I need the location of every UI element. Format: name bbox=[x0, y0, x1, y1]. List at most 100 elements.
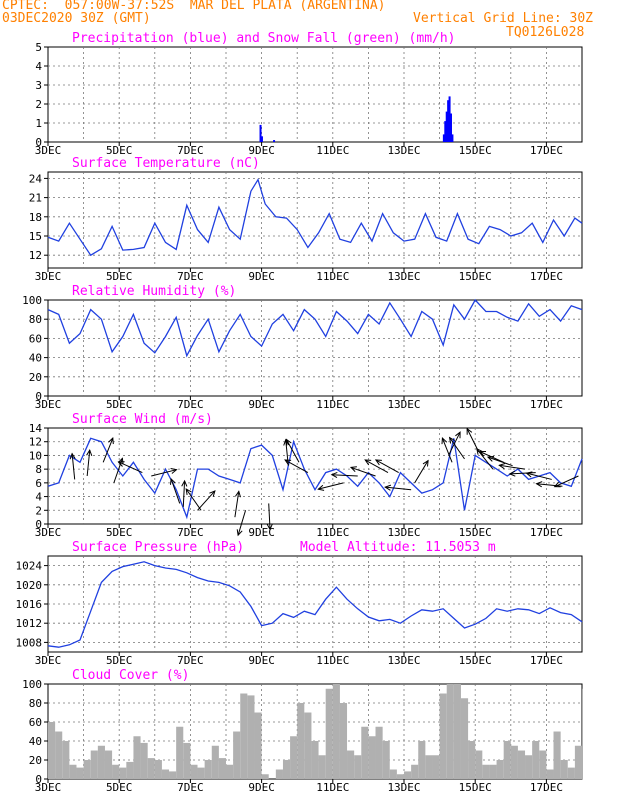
wind-arrow-shaft bbox=[466, 428, 480, 453]
wind-arrow-head bbox=[117, 461, 125, 467]
wind-arrow-shaft bbox=[197, 490, 216, 511]
wind-arrow-shaft bbox=[102, 437, 114, 463]
cloud-bar bbox=[396, 774, 404, 779]
wind-arrow-head bbox=[209, 490, 216, 497]
wind-arrow-shaft bbox=[234, 491, 240, 518]
cloud-bar bbox=[97, 745, 105, 779]
y-tick-label: 2 bbox=[35, 504, 42, 517]
x-tick-label: 13DEC bbox=[387, 270, 420, 283]
wind-arrow bbox=[441, 437, 453, 463]
cloud-bar bbox=[140, 742, 148, 779]
y-tick-label: 0 bbox=[35, 518, 42, 531]
cloud-bar bbox=[574, 745, 582, 779]
wind-arrow bbox=[285, 438, 300, 463]
x-tick-label: 9DEC bbox=[248, 781, 275, 794]
cloud-bar bbox=[432, 755, 440, 779]
wind-arrow-shaft bbox=[237, 510, 247, 536]
panel-frame bbox=[47, 46, 583, 143]
x-tick-label: 11DEC bbox=[316, 526, 349, 539]
y-tick-label: 40 bbox=[29, 352, 42, 365]
cloud-bar bbox=[425, 755, 433, 779]
wind-arrow bbox=[69, 452, 76, 480]
x-tick-label: 3DEC bbox=[35, 270, 62, 283]
y-tick-label: 1024 bbox=[16, 560, 43, 573]
cloud-bar bbox=[119, 767, 127, 779]
y-tick-label: 12 bbox=[29, 436, 42, 449]
wind-arrow bbox=[117, 461, 143, 474]
series-line bbox=[47, 561, 583, 648]
header-datetime: 03DEC2020 30Z (GMT) bbox=[2, 11, 151, 26]
wind-arrow-shaft bbox=[526, 472, 552, 480]
wind-arrow-head bbox=[117, 457, 124, 465]
cloud-bar bbox=[304, 712, 312, 779]
cloud-bar bbox=[332, 684, 340, 779]
x-tick-label: 15DEC bbox=[459, 144, 492, 157]
panel-4 bbox=[44, 427, 583, 537]
panel-frame bbox=[47, 299, 583, 397]
y-tick-label: 80 bbox=[29, 697, 42, 710]
wind-arrow-head bbox=[330, 471, 338, 479]
x-tick-label: 7DEC bbox=[177, 144, 204, 157]
wind-arrow bbox=[414, 459, 429, 484]
precip-bar bbox=[445, 111, 448, 142]
header-station: CPTEC: 057:00W-37:52S MAR DEL PLATA (ARG… bbox=[2, 0, 386, 13]
precip-bar bbox=[442, 134, 445, 142]
wind-arrow-head bbox=[374, 459, 382, 466]
wind-arrow-head bbox=[185, 488, 192, 495]
x-tick-label: 11DEC bbox=[316, 144, 349, 157]
cloud-bar bbox=[525, 755, 533, 779]
cloud-bar bbox=[411, 764, 419, 779]
panel-title: Surface Wind (m/s) bbox=[72, 412, 213, 427]
x-tick-label: 9DEC bbox=[248, 654, 275, 667]
cloud-bar bbox=[247, 695, 255, 779]
cloud-bar bbox=[197, 767, 205, 779]
panel-frame bbox=[47, 171, 583, 269]
cloud-bar bbox=[297, 703, 305, 779]
wind-arrow bbox=[498, 463, 526, 470]
y-tick-label: 14 bbox=[29, 422, 43, 435]
cloud-bar bbox=[126, 761, 134, 779]
precip-bar bbox=[273, 140, 276, 142]
wind-arrow-shaft bbox=[536, 483, 563, 487]
panel-1 bbox=[44, 46, 583, 146]
precip-bar bbox=[451, 134, 454, 142]
cloud-bar bbox=[468, 741, 476, 779]
cloud-bar bbox=[183, 742, 191, 779]
wind-arrow-shaft bbox=[71, 453, 76, 480]
wind-arrow-shaft bbox=[554, 475, 579, 488]
wind-arrow-head bbox=[234, 490, 241, 498]
wind-arrow bbox=[113, 457, 124, 484]
wind-arrow-head bbox=[284, 459, 292, 466]
y-tick-label: 2 bbox=[35, 98, 42, 111]
y-tick-label: 100 bbox=[22, 678, 42, 691]
wind-arrow-shaft bbox=[414, 460, 429, 484]
y-tick-label: 15 bbox=[29, 230, 42, 243]
wind-arrow bbox=[181, 479, 188, 507]
y-tick-label: 4 bbox=[35, 491, 42, 504]
cloud-bar bbox=[55, 731, 63, 779]
x-tick-label: 11DEC bbox=[316, 398, 349, 411]
wind-arrow-head bbox=[266, 523, 273, 531]
wind-arrow-head bbox=[553, 481, 561, 488]
y-tick-label: 60 bbox=[29, 716, 42, 729]
cloud-bar bbox=[147, 758, 155, 779]
x-tick-label: 11DEC bbox=[316, 270, 349, 283]
cloud-bar bbox=[546, 769, 554, 779]
cloud-bar bbox=[418, 741, 426, 779]
cloud-bar bbox=[339, 703, 348, 779]
wind-arrow-head bbox=[486, 455, 495, 462]
wind-arrow bbox=[185, 488, 202, 511]
panel-title: Cloud Cover (%) bbox=[72, 668, 189, 683]
wind-arrow-head bbox=[466, 427, 473, 435]
panel-5 bbox=[44, 555, 583, 656]
wind-arrow-shaft bbox=[385, 486, 412, 491]
x-tick-label: 5DEC bbox=[106, 270, 133, 283]
wind-arrow bbox=[384, 484, 412, 491]
cloud-bar bbox=[318, 755, 326, 779]
cloud-bar bbox=[460, 698, 469, 779]
wind-arrow-head bbox=[441, 437, 448, 445]
x-tick-label: 17DEC bbox=[530, 398, 563, 411]
x-tick-label: 7DEC bbox=[177, 781, 204, 794]
cloud-bar bbox=[446, 684, 454, 779]
y-tick-label: 0 bbox=[35, 136, 42, 149]
